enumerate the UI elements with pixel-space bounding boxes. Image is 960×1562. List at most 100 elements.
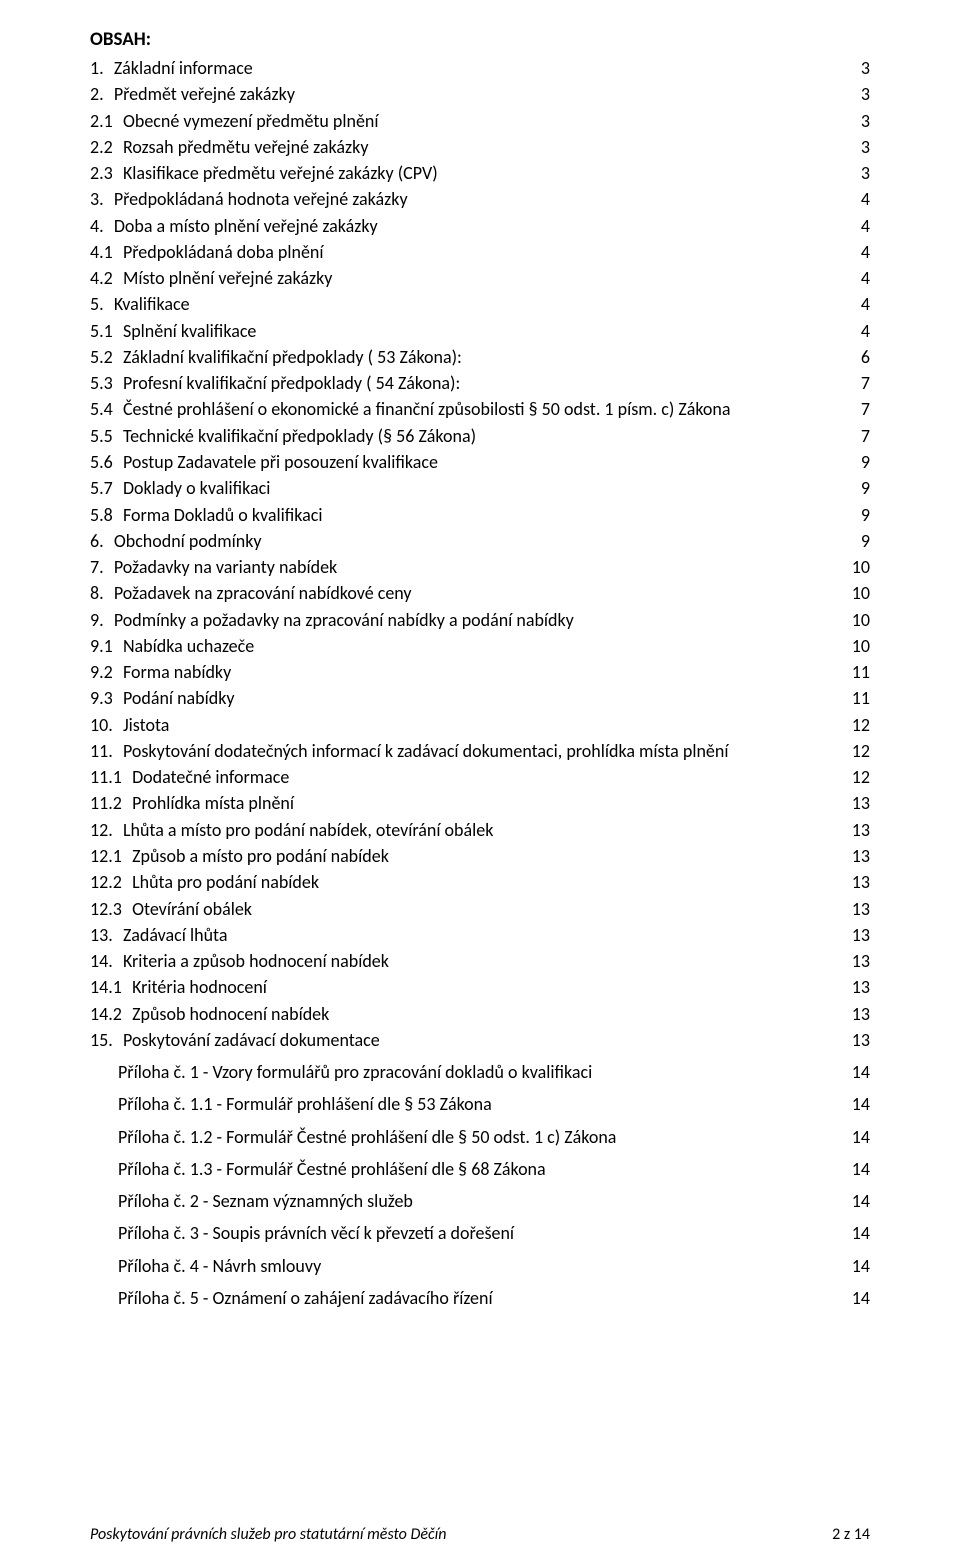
toc-entry-number: 5.8 bbox=[90, 502, 115, 528]
toc-entry-label: Kvalifikace bbox=[114, 291, 190, 317]
toc-entry: Příloha č. 1.3 - Formulář Čestné prohláš… bbox=[90, 1156, 870, 1182]
footer-doc-title: Poskytování právních služeb pro statutár… bbox=[90, 1525, 447, 1544]
toc-entry: 8. Požadavek na zpracování nabídkové cen… bbox=[90, 580, 870, 606]
toc-entry-page: 4 bbox=[861, 213, 870, 239]
toc-entry-page: 6 bbox=[861, 344, 870, 370]
page-footer: Poskytování právních služeb pro statutár… bbox=[90, 1525, 870, 1544]
toc-entry-number: 14. bbox=[90, 948, 115, 974]
toc-entry-page: 9 bbox=[861, 502, 870, 528]
toc-entry: 9.1 Nabídka uchazeče10 bbox=[90, 633, 870, 659]
toc-entry-label: Lhůta a místo pro podání nabídek, otevír… bbox=[123, 817, 493, 843]
toc-entry-label: Lhůta pro podání nabídek bbox=[132, 869, 319, 895]
toc-entry-label: Doklady o kvalifikaci bbox=[123, 475, 270, 501]
toc-entry-page: 3 bbox=[861, 160, 870, 186]
toc-entry-page: 4 bbox=[861, 318, 870, 344]
toc-entry-label: Předmět veřejné zakázky bbox=[114, 81, 295, 107]
toc-entry-page: 3 bbox=[861, 108, 870, 134]
toc-entry-label: Způsob a místo pro podání nabídek bbox=[132, 843, 389, 869]
toc-entry-label: Příloha č. 4 - Návrh smlouvy bbox=[118, 1253, 321, 1279]
toc-entry-label: Příloha č. 5 - Oznámení o zahájení zadáv… bbox=[118, 1285, 493, 1311]
toc-entry-page: 11 bbox=[852, 659, 870, 685]
toc-entry: 12.3 Otevírání obálek13 bbox=[90, 896, 870, 922]
toc-entry-label: Otevírání obálek bbox=[132, 896, 252, 922]
toc-entry-number: 5.5 bbox=[90, 423, 115, 449]
toc-entry-label: Příloha č. 3 - Soupis právních věcí k př… bbox=[118, 1220, 514, 1246]
toc-entry: 5.7 Doklady o kvalifikaci9 bbox=[90, 475, 870, 501]
toc-entry-page: 14 bbox=[852, 1285, 870, 1311]
toc-entry-number: 12. bbox=[90, 817, 115, 843]
toc-entry-number: 5.4 bbox=[90, 396, 115, 422]
toc-entry: Příloha č. 4 - Návrh smlouvy14 bbox=[90, 1253, 870, 1279]
toc-entry-label: Obchodní podmínky bbox=[114, 528, 262, 554]
toc-entry-label: Podání nabídky bbox=[123, 685, 235, 711]
toc-entry: 9.3 Podání nabídky 11 bbox=[90, 685, 870, 711]
toc-entry-number: 4.2 bbox=[90, 265, 115, 291]
toc-entry-number: 2.1 bbox=[90, 108, 115, 134]
toc-entry-label: Profesní kvalifikační předpoklady ( 54 Z… bbox=[123, 370, 460, 396]
toc-entry-number: 6. bbox=[90, 528, 106, 554]
toc-entry-page: 9 bbox=[861, 449, 870, 475]
toc-entry-number: 5.3 bbox=[90, 370, 115, 396]
toc-entry-label: Forma Dokladů o kvalifikaci bbox=[123, 502, 323, 528]
toc-entry-page: 10 bbox=[852, 633, 870, 659]
toc-entry-page: 11 bbox=[852, 685, 870, 711]
toc-entry: 5.3 Profesní kvalifikační předpoklady ( … bbox=[90, 370, 870, 396]
toc-entry: 14.1 Kritéria hodnocení13 bbox=[90, 974, 870, 1000]
toc-entry-number: 9.3 bbox=[90, 685, 115, 711]
toc-entry-number: 2.2 bbox=[90, 134, 115, 160]
toc-entry: 5.1 Splnění kvalifikace4 bbox=[90, 318, 870, 344]
toc-entry-number: 4. bbox=[90, 213, 106, 239]
toc-entry-label: Příloha č. 1 - Vzory formulářů pro zprac… bbox=[118, 1059, 592, 1085]
toc-entry-page: 4 bbox=[861, 291, 870, 317]
toc-entry-number: 5. bbox=[90, 291, 106, 317]
toc-entry: 11.2 Prohlídka místa plnění13 bbox=[90, 790, 870, 816]
toc-entry-label: Příloha č. 1.2 - Formulář Čestné prohláš… bbox=[118, 1124, 616, 1150]
toc-entry-number: 5.2 bbox=[90, 344, 115, 370]
toc-entry-number: 5.7 bbox=[90, 475, 115, 501]
toc-entry-number: 12.1 bbox=[90, 843, 124, 869]
toc-entry-page: 3 bbox=[861, 134, 870, 160]
toc-entry: 14.2 Způsob hodnocení nabídek13 bbox=[90, 1001, 870, 1027]
toc-entry-page: 10 bbox=[852, 554, 870, 580]
toc-entry-page: 3 bbox=[861, 81, 870, 107]
toc-entry: Příloha č. 1 - Vzory formulářů pro zprac… bbox=[90, 1059, 870, 1085]
toc-entry: 4. Doba a místo plnění veřejné zakázky4 bbox=[90, 213, 870, 239]
toc-entry-number: 5.6 bbox=[90, 449, 115, 475]
toc-entry: 7. Požadavky na varianty nabídek10 bbox=[90, 554, 870, 580]
toc-entry-page: 7 bbox=[861, 423, 870, 449]
toc-entry-label: Podmínky a požadavky na zpracování nabíd… bbox=[114, 607, 574, 633]
toc-entry-label: Předpokládaná doba plnění bbox=[123, 239, 324, 265]
toc-entry-page: 13 bbox=[852, 1001, 870, 1027]
toc-entry-label: Poskytování dodatečných informací k zadá… bbox=[123, 738, 729, 764]
toc-entry-number: 11.1 bbox=[90, 764, 124, 790]
toc-entry-label: Splnění kvalifikace bbox=[123, 318, 256, 344]
toc-entry-label: Požadavky na varianty nabídek bbox=[114, 554, 337, 580]
toc-entry: 12. Lhůta a místo pro podání nabídek, ot… bbox=[90, 817, 870, 843]
toc-entry: Příloha č. 3 - Soupis právních věcí k př… bbox=[90, 1220, 870, 1246]
toc-entry-page: 10 bbox=[852, 580, 870, 606]
toc-entry-page: 13 bbox=[852, 974, 870, 1000]
toc-entry-number: 2. bbox=[90, 81, 106, 107]
toc-entry-page: 13 bbox=[852, 948, 870, 974]
toc-entry: 2.2 Rozsah předmětu veřejné zakázky3 bbox=[90, 134, 870, 160]
toc-entry: 15. Poskytování zadávací dokumentace13 bbox=[90, 1027, 870, 1053]
toc-entry-page: 14 bbox=[852, 1156, 870, 1182]
toc-entry-number: 14.1 bbox=[90, 974, 124, 1000]
toc-entry-page: 13 bbox=[852, 896, 870, 922]
toc-entry-page: 12 bbox=[852, 764, 870, 790]
toc-entry-label: Prohlídka místa plnění bbox=[132, 790, 294, 816]
toc-entry: Příloha č. 2 - Seznam významných služeb1… bbox=[90, 1188, 870, 1214]
toc-entry-label: Forma nabídky bbox=[123, 659, 231, 685]
toc-entry: 6. Obchodní podmínky9 bbox=[90, 528, 870, 554]
toc-entry-page: 4 bbox=[861, 239, 870, 265]
toc-entry-label: Dodatečné informace bbox=[132, 764, 289, 790]
footer-page-number: 2 z 14 bbox=[832, 1525, 870, 1544]
toc-entry-page: 13 bbox=[852, 869, 870, 895]
toc-entry-number: 9.2 bbox=[90, 659, 115, 685]
toc-entry-label: Příloha č. 1.1 - Formulář prohlášení dle… bbox=[118, 1091, 492, 1117]
toc-entry-number: 13. bbox=[90, 922, 115, 948]
toc-entry: 5.5 Technické kvalifikační předpoklady (… bbox=[90, 423, 870, 449]
toc-entry-number: 12.2 bbox=[90, 869, 124, 895]
toc-entry-label: Čestné prohlášení o ekonomické a finančn… bbox=[123, 396, 731, 422]
toc-title: OBSAH: bbox=[90, 28, 870, 51]
